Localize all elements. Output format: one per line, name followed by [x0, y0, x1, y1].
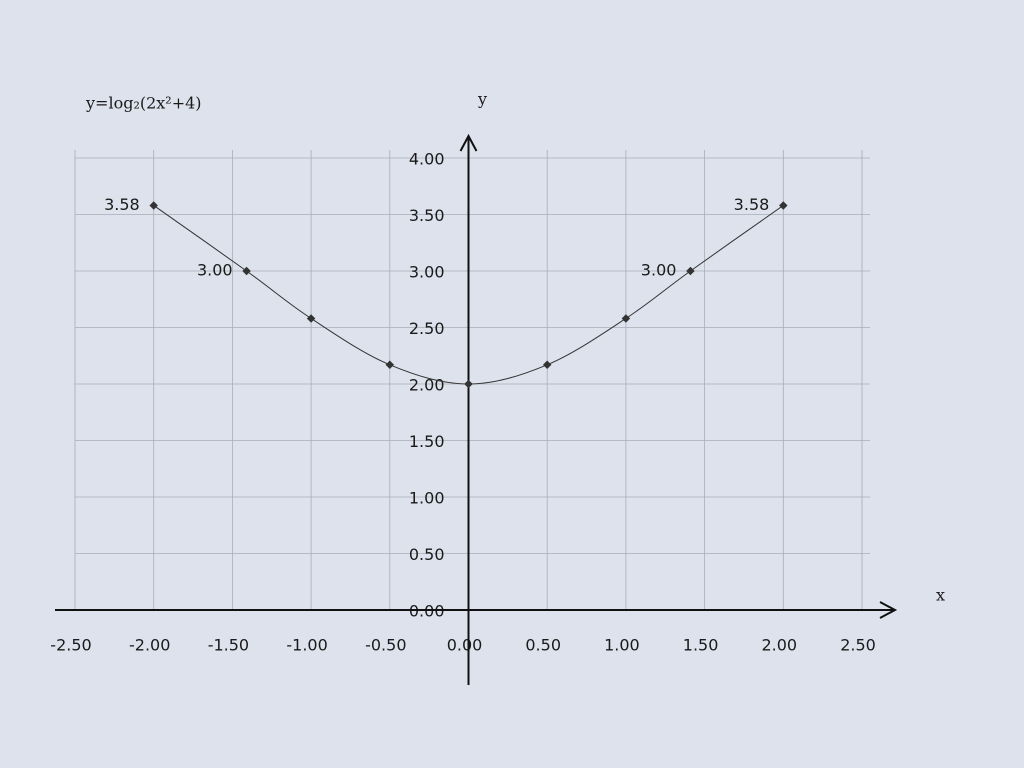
y-tick-label: 2.00 — [409, 376, 445, 395]
x-tick-label: 2.00 — [761, 636, 797, 655]
y-tick-label: 1.00 — [409, 489, 445, 508]
point-marker — [542, 360, 552, 370]
x-axis-label: x — [936, 586, 945, 605]
x-tick-label: -1.00 — [286, 636, 327, 655]
x-tick-label: 1.00 — [604, 636, 640, 655]
data-label: 3.00 — [641, 261, 677, 280]
y-axis-arrow — [459, 133, 478, 152]
x-tick-label: -0.50 — [365, 636, 406, 655]
x-tick-label: 1.50 — [683, 636, 719, 655]
x-tick-label: 0.00 — [447, 636, 483, 655]
y-axis-label: y — [477, 90, 487, 109]
x-tick-label: -1.50 — [208, 636, 249, 655]
y-tick-label: 3.50 — [409, 206, 445, 225]
point-marker — [242, 266, 251, 276]
y-tick-label: 4.00 — [409, 150, 445, 169]
data-label: 3.58 — [734, 195, 770, 214]
y-tick-label: 1.50 — [409, 432, 445, 451]
point-marker — [149, 201, 158, 210]
y-tick-label: 3.00 — [409, 263, 445, 282]
x-tick-label: 0.50 — [525, 636, 561, 655]
point-marker — [621, 314, 631, 323]
point-marker — [464, 379, 473, 389]
data-label: 3.58 — [104, 195, 140, 214]
x-tick-label: -2.50 — [50, 636, 91, 655]
point-marker — [306, 314, 316, 323]
point-marker — [385, 360, 395, 370]
data-label: 3.00 — [197, 261, 233, 280]
y-tick-label: 0.50 — [409, 545, 445, 564]
x-tick-label: -2.00 — [129, 636, 170, 655]
point-marker — [779, 201, 788, 210]
point-marker — [686, 266, 695, 276]
chart-title: y=log₂(2x²+4) — [85, 94, 202, 113]
x-axis-arrow — [879, 601, 898, 619]
y-tick-label: 2.50 — [409, 319, 445, 338]
x-tick-label: 2.50 — [840, 636, 876, 655]
